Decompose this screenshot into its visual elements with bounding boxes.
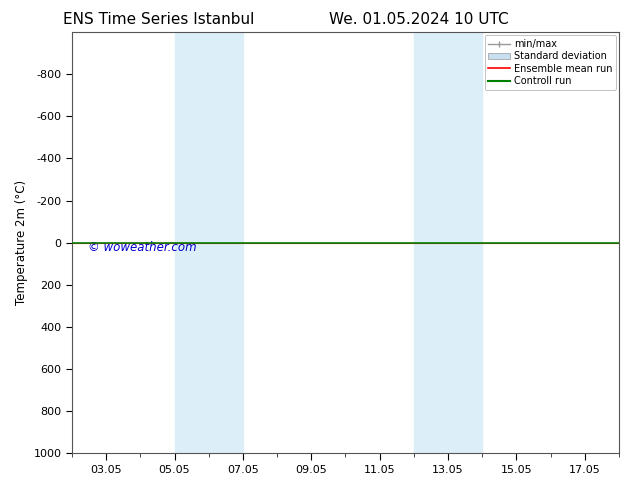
Text: ENS Time Series Istanbul: ENS Time Series Istanbul bbox=[63, 12, 254, 27]
Legend: min/max, Standard deviation, Ensemble mean run, Controll run: min/max, Standard deviation, Ensemble me… bbox=[484, 35, 616, 90]
Text: © woweather.com: © woweather.com bbox=[88, 241, 197, 253]
Bar bbox=[174, 32, 243, 453]
Bar bbox=[414, 32, 482, 453]
Text: We. 01.05.2024 10 UTC: We. 01.05.2024 10 UTC bbox=[328, 12, 508, 27]
Y-axis label: Temperature 2m (°C): Temperature 2m (°C) bbox=[15, 180, 28, 305]
